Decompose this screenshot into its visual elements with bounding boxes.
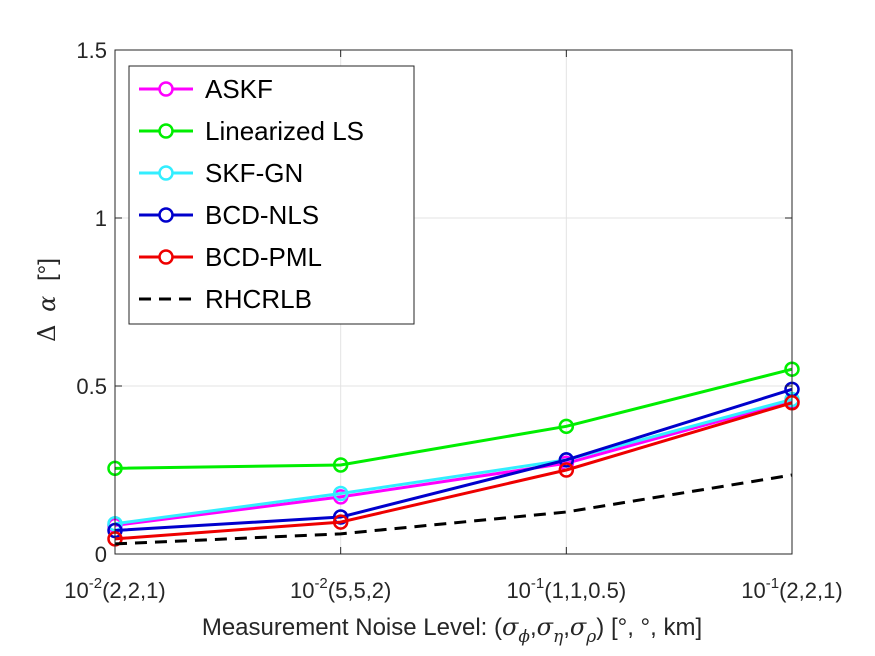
x-tick-label-base-1: 10	[290, 578, 314, 603]
series-point-bcd-pml-2	[558, 462, 575, 478]
x-tick-label-exp-1: -2	[314, 575, 327, 592]
legend-label-bcd-pml: BCD-PML	[205, 242, 322, 272]
legend-label-linearized-ls: Linearized LS	[205, 116, 364, 146]
plot-area-frame	[114, 49, 793, 555]
legend-label-skf-gn: SKF-GN	[205, 158, 303, 188]
legend-marker-skf-gn	[158, 165, 174, 181]
legend-marker-bcd-nls	[158, 207, 174, 223]
y-tick-label-3: 1.5	[76, 38, 107, 63]
legend-label-rhcrlb: RHCRLB	[205, 284, 312, 314]
x-tick-label-base-0: 10	[64, 578, 88, 603]
series-line-linearized-ls	[114, 367, 793, 470]
legend-label-bcd-nls: BCD-NLS	[205, 200, 319, 230]
series-point-skf-gn-1	[332, 485, 349, 502]
x-axis-label-sub-eta: η	[553, 627, 564, 647]
x-axis-label-comma-1: ,	[530, 614, 537, 641]
x-tick-label-rest-3: (2,2,1)	[779, 578, 843, 603]
y-axis-label-unit: [°]	[34, 258, 61, 281]
legend: ASKF Linearized LS SKF-GN BCD-NLS BCD-PML RHC…	[128, 65, 415, 325]
x-tick-label-rest-0: (2,2,1)	[102, 578, 166, 603]
x-tick-label-rest-1: (5,5,2)	[328, 578, 392, 603]
x-tick-label-base-2: 10	[506, 578, 530, 603]
y-axis-label-symbol: α	[33, 296, 61, 312]
x-axis-label-suffix: ) [°, °, km]	[596, 614, 702, 641]
y-tick-label-2: 1	[95, 206, 107, 231]
x-axis-label: Measurement Noise Level: (σϕ,ση,σρ) [°, …	[202, 613, 702, 647]
x-tick-label-base-3: 10	[741, 578, 765, 603]
legend-box	[128, 65, 415, 325]
series-line-skf-gn	[114, 397, 793, 526]
x-tick-label-rest-2: (1,1,0.5)	[544, 578, 626, 603]
series-layer	[107, 361, 800, 547]
x-axis-label-sub-rho: ρ	[585, 627, 596, 647]
axis-ticks: 00.511.510-2(2,2,1) 10-2(5,5,2) 10-1(1,1,0…	[64, 38, 842, 603]
x-tick-label-1: 10-2(5,5,2)	[290, 575, 391, 603]
y-axis-label-delta: Δ	[33, 325, 61, 342]
series-point-linearized-ls-2	[558, 418, 575, 435]
x-axis-label-comma-2: ,	[563, 614, 570, 641]
series-line-askf	[114, 399, 793, 527]
y-axis-label: Δ α [°]	[33, 258, 61, 342]
legend-marker-askf	[158, 81, 174, 97]
x-tick-label-3: 10-1(2,2,1)	[741, 575, 842, 603]
x-axis-label-sigma-rho: σ	[570, 613, 587, 641]
y-tick-label-1: 0.5	[76, 374, 107, 399]
series-line-bcd-pml	[114, 401, 793, 541]
series-line-bcd-nls	[114, 387, 793, 532]
y-tick-label-0: 0	[95, 542, 107, 567]
x-tick-label-0: 10-2(2,2,1)	[64, 575, 165, 603]
x-axis-label-sigma-phi: σ	[502, 613, 519, 641]
x-tick-label-2: 10-1(1,1,0.5)	[506, 575, 626, 603]
series-point-linearized-ls-1	[332, 457, 349, 473]
series-line-rhcrlb	[114, 473, 793, 546]
series-point-bcd-nls-2	[558, 452, 575, 468]
legend-marker-linearized-ls	[158, 123, 174, 139]
legend-label-askf: ASKF	[205, 74, 273, 104]
series-point-bcd-pml-1	[332, 514, 349, 530]
x-axis-label-prefix: Measurement Noise Level: (	[202, 614, 502, 641]
x-tick-label-exp-0: -2	[89, 575, 102, 592]
x-tick-label-exp-3: -1	[766, 575, 779, 592]
x-axis-label-sub-phi: ϕ	[518, 627, 530, 647]
legend-marker-bcd-pml	[158, 249, 174, 265]
x-axis-label-sigma-eta: σ	[537, 613, 554, 641]
x-tick-label-exp-2: -1	[531, 575, 544, 592]
